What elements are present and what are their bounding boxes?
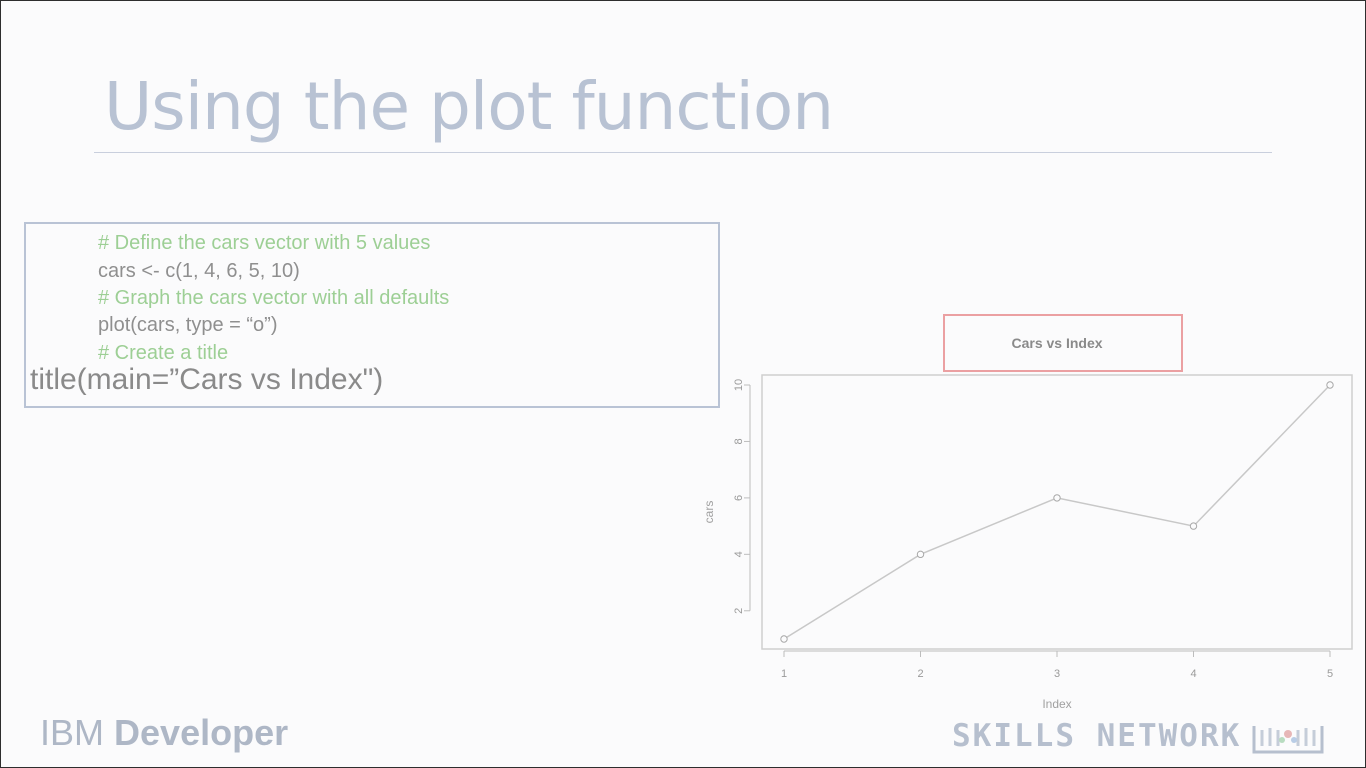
code-comment-graph: # Graph the cars vector with all default… (98, 287, 450, 309)
code-title-call: title(main=”Cars vs Index") (30, 363, 384, 396)
x-axis-label: Index (1042, 697, 1071, 711)
cars-series-line (783, 384, 1331, 640)
x-tick-label: 4 (1190, 668, 1196, 680)
x-tick-label: 3 (1054, 668, 1060, 680)
code-plot-call: plot(cars, type = “o”) (98, 314, 278, 336)
ibm-wordmark: IBM (40, 712, 105, 753)
y-tick-label: 2 (733, 608, 745, 614)
data-point (916, 550, 925, 559)
x-tick-label: 5 (1327, 668, 1333, 680)
x-tick-label: 1 (781, 668, 787, 680)
y-axis-label: cars (702, 501, 716, 524)
data-point (1053, 494, 1061, 502)
data-point (780, 635, 788, 643)
x-tick-label: 2 (917, 668, 923, 680)
y-tick-label: 4 (733, 551, 745, 557)
code-assign-cars: cars <- c(1, 4, 6, 5, 10) (98, 260, 300, 282)
slide-title: Using the plot function (104, 68, 834, 145)
data-point (1189, 522, 1198, 530)
data-point (1326, 381, 1334, 389)
code-comment-title: # Create a title (98, 342, 229, 364)
code-comment-define: # Define the cars vector with 5 values (98, 232, 431, 254)
y-tick-label: 8 (733, 438, 745, 444)
skills-network-logo: SKILLS NETWORK (952, 718, 1242, 754)
ibm-developer-logo: IBM Developer (40, 712, 288, 754)
developer-wordmark: Developer (114, 712, 289, 753)
title-divider (94, 152, 1272, 153)
code-box: # Define the cars vector with 5 values c… (24, 222, 720, 408)
chart-title-highlight (943, 314, 1183, 372)
chart-title: Cars vs Index (1011, 335, 1102, 351)
y-tick-label: 10 (733, 379, 745, 391)
y-tick-label: 6 (733, 495, 745, 501)
plot-frame (761, 374, 1353, 650)
skills-network-icon (1252, 726, 1324, 754)
